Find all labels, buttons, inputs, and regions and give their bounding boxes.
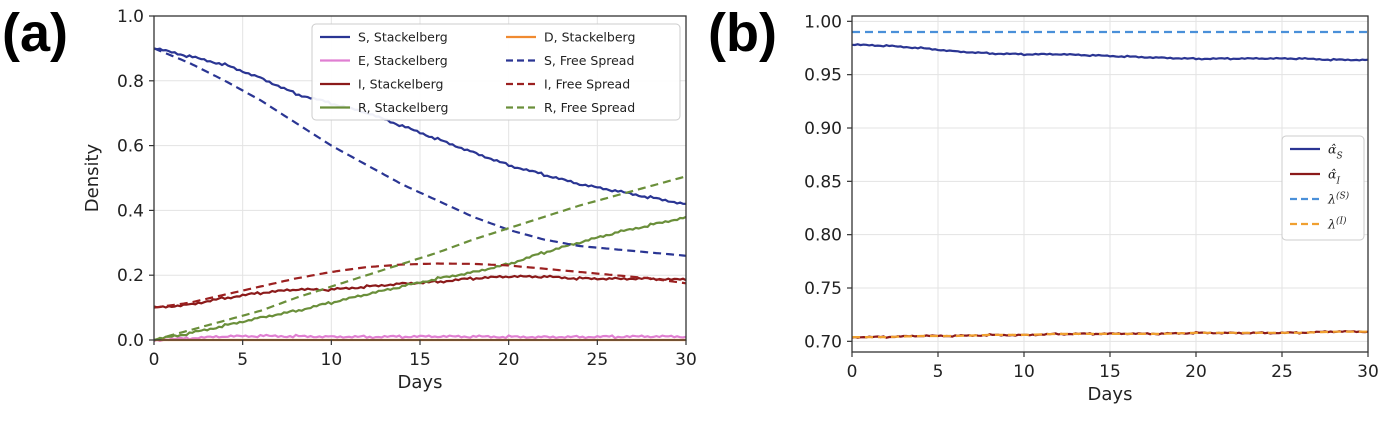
series-line-a-3 <box>153 215 687 342</box>
x-tick-label: 30 <box>675 350 697 370</box>
y-tick-label: 0.2 <box>117 266 144 286</box>
y-tick-label: 0.6 <box>117 137 144 157</box>
series-line-b-0 <box>851 43 1369 62</box>
y-tick-label: 1.0 <box>117 7 144 27</box>
chart-b: 0 5 10 15 20 25 30 0.70 0.75 0.80 0.85 0.90 0.95 1.00… <box>804 12 1379 405</box>
series-line-a-1 <box>153 333 687 343</box>
x-tick-label: 25 <box>1271 362 1293 382</box>
y-tick-label: 0.80 <box>804 226 842 246</box>
series-line-a-5 <box>153 47 687 257</box>
legend-label: I, Free Spread <box>544 77 630 92</box>
series-line-a-6 <box>153 262 687 309</box>
legend-label: S, Free Spread <box>544 53 634 68</box>
legend-label: D, Stackelberg <box>544 30 635 45</box>
legend-label: R, Stackelberg <box>358 100 448 115</box>
x-tick-label: 10 <box>1013 362 1035 382</box>
panel-label-b: (b) <box>708 3 777 63</box>
legend-label: R, Free Spread <box>544 100 635 115</box>
legend-box <box>311 23 681 121</box>
y-tick-label: 0.75 <box>804 279 842 299</box>
legend-label: I, Stackelberg <box>358 77 443 92</box>
y-tick-label: 0.70 <box>804 332 842 352</box>
x-tick-label: 0 <box>847 362 858 382</box>
panel-label-a: (a) <box>2 3 68 63</box>
legend-a: S, Stackelberg E, Stackelberg I, Stackelbe… <box>311 23 681 121</box>
y-tick-label: 0.90 <box>804 119 842 139</box>
x-tick-label: 5 <box>237 350 248 370</box>
legend-label: E, Stackelberg <box>358 53 448 68</box>
x-tick-label: 10 <box>321 350 343 370</box>
x-tick-label: 5 <box>933 362 944 382</box>
x-tick-label: 25 <box>587 350 609 370</box>
x-tick-label: 20 <box>1185 362 1207 382</box>
x-axis-label: Days <box>1088 384 1133 405</box>
x-tick-label: 30 <box>1357 362 1379 382</box>
y-tick-label: 0.0 <box>117 331 144 351</box>
y-tick-label: 0.8 <box>117 72 144 92</box>
series-line-a-0 <box>153 47 687 205</box>
series-line-b-3 <box>852 330 1368 339</box>
legend-b: α̂Sα̂Iλ(S)λ(I) <box>1281 135 1365 241</box>
y-tick-label: 0.4 <box>117 201 144 221</box>
x-axis-label: Days <box>398 372 443 393</box>
y-tick-label: 0.95 <box>804 66 842 86</box>
y-axis-label: Density <box>82 143 103 212</box>
chart-a: 0 5 10 15 20 25 30 0.0 0.2 0.4 0.6 0.8 1.0 Days Densit… <box>82 7 697 393</box>
legend-box <box>1281 135 1365 241</box>
x-tick-label: 20 <box>498 350 520 370</box>
x-tick-label: 0 <box>149 350 160 370</box>
series-line-a-7 <box>153 175 687 342</box>
legend-label: S, Stackelberg <box>358 30 448 45</box>
y-tick-label: 1.00 <box>804 12 842 32</box>
x-tick-label: 15 <box>409 350 431 370</box>
y-tick-label: 0.85 <box>804 172 842 192</box>
x-tick-label: 15 <box>1099 362 1121 382</box>
